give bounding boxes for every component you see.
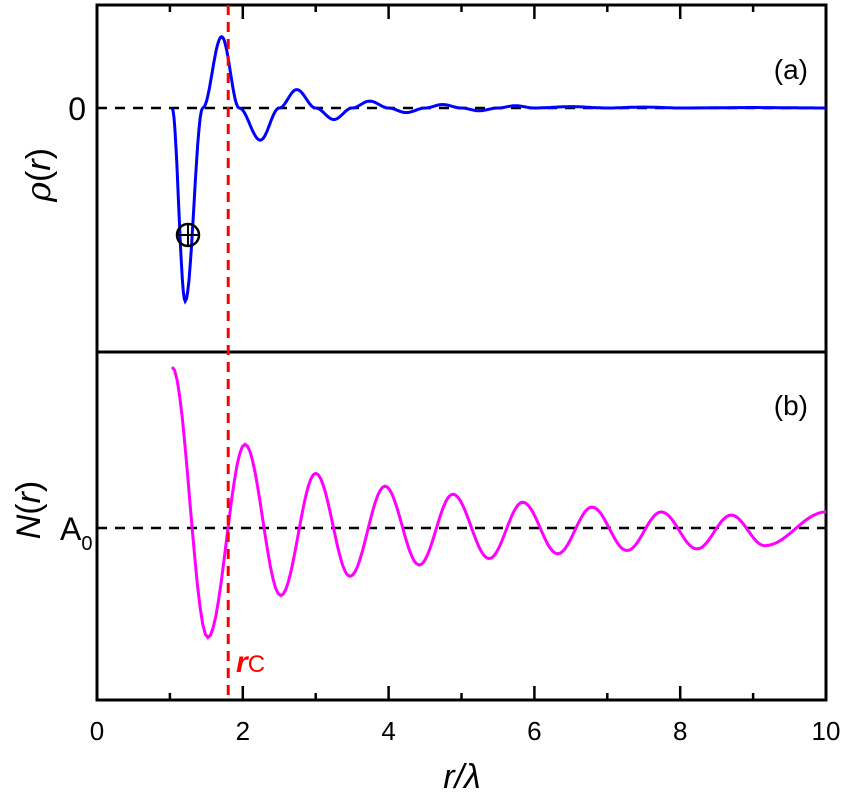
- x-tick-label: 8: [673, 716, 687, 746]
- y-axis-title-b: N(r): [10, 481, 48, 540]
- x-axis-tick-labels: 0 2 4 6 8 10: [90, 716, 841, 746]
- y-tick-zero: 0: [68, 91, 86, 127]
- panel-label-a: (a): [774, 54, 808, 85]
- y-tick-a0: A0: [60, 511, 92, 555]
- x-tick-label: 4: [381, 716, 395, 746]
- rho-curve: [170, 34, 826, 305]
- x-tick-label: 0: [90, 716, 104, 746]
- panel-label-b: (b): [774, 390, 808, 421]
- x-tick-label: 2: [236, 716, 250, 746]
- x-axis-title: r/λ: [443, 758, 481, 796]
- critical-radius-label: rC: [236, 646, 265, 679]
- y-axis-title-a: ρ(r): [19, 148, 59, 203]
- n-curve: [170, 366, 827, 640]
- x-tick-label: 10: [812, 716, 841, 746]
- x-tick-label: 6: [527, 716, 541, 746]
- x-axis-ticks: [95, 5, 828, 700]
- oplus-icon: [175, 222, 201, 248]
